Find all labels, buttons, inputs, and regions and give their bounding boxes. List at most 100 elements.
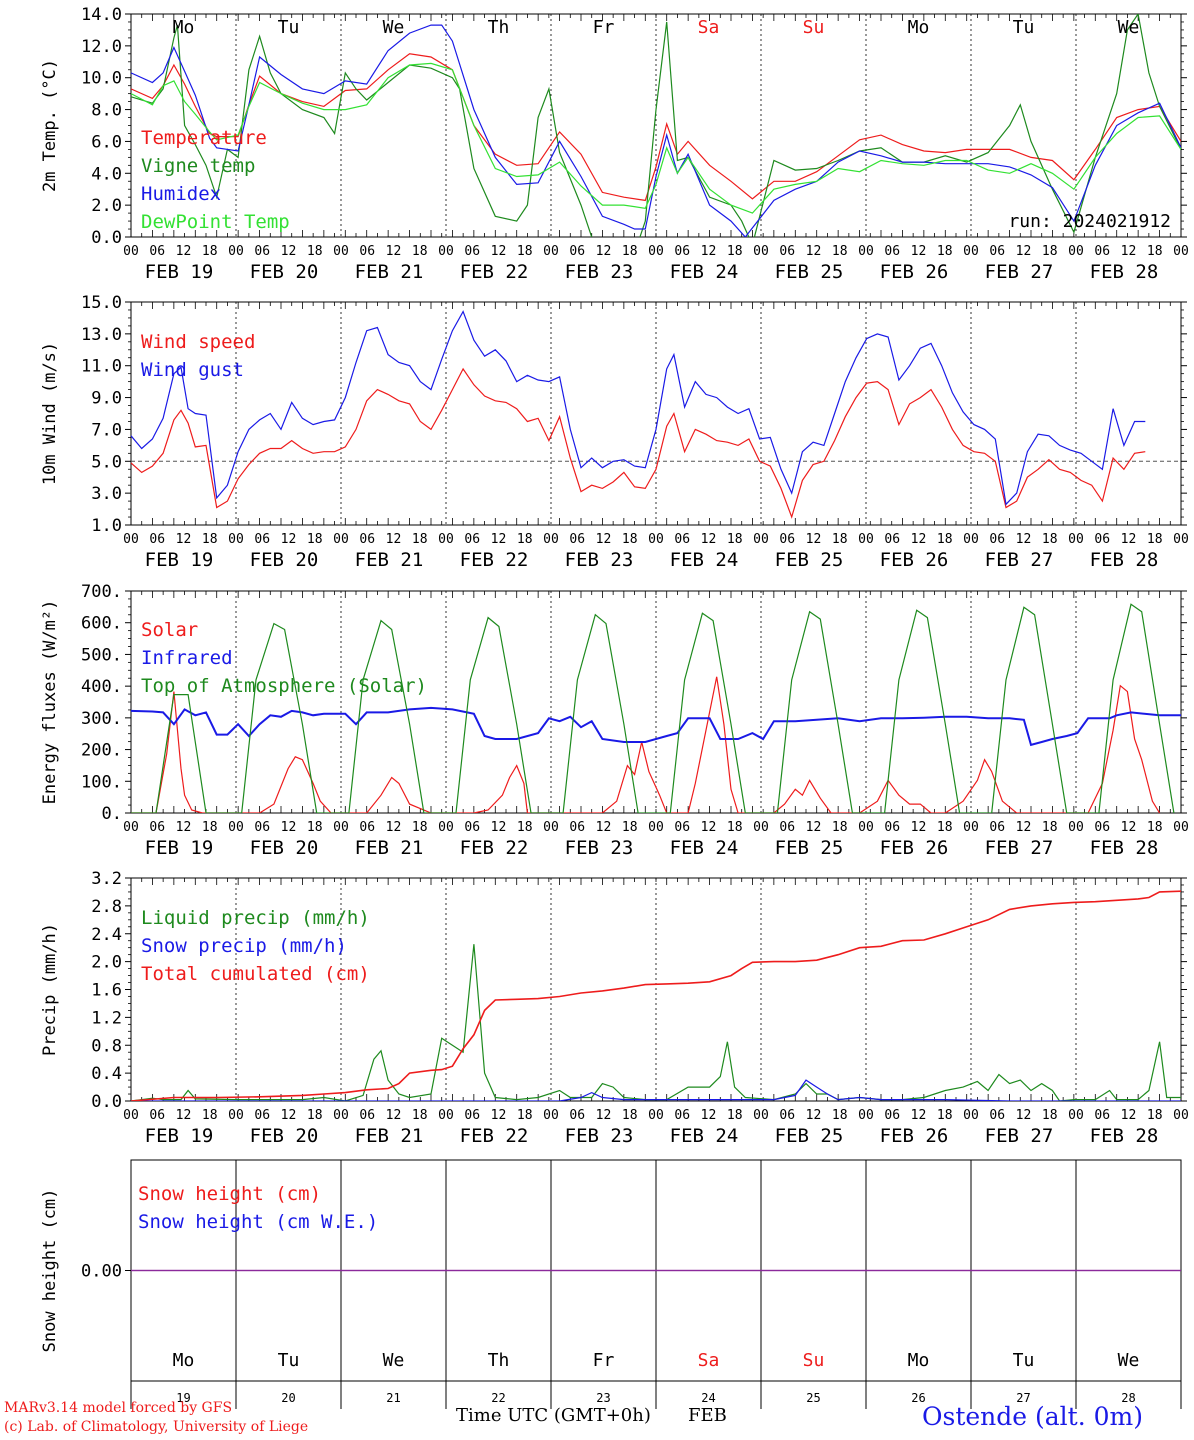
legend-entry: Wind gust <box>141 359 244 381</box>
hour-tick-label: 00 <box>333 820 349 835</box>
hour-tick-label: 12 <box>491 244 507 259</box>
y-tick-label: 5.0 <box>91 452 122 472</box>
weekday-label: Mo <box>908 17 930 38</box>
hour-tick-label: 06 <box>989 244 1005 259</box>
hour-tick-label: 06 <box>149 1108 165 1123</box>
hour-tick-label: 00 <box>1068 532 1084 547</box>
date-label: FEB 26 <box>880 837 949 859</box>
hour-tick-label: 06 <box>149 532 165 547</box>
legend-entry: Temperature <box>141 127 267 149</box>
hour-tick-label: 06 <box>674 820 690 835</box>
hour-tick-label: 06 <box>359 532 375 547</box>
hour-tick-label: 00 <box>963 1108 979 1123</box>
date-label: FEB 20 <box>250 837 319 859</box>
y-tick-label: 11.0 <box>81 357 122 377</box>
hour-tick-label: 18 <box>307 532 323 547</box>
date-label: FEB 21 <box>355 549 424 571</box>
hour-tick-label: 12 <box>806 1108 822 1123</box>
hour-tick-label: 00 <box>1068 820 1084 835</box>
y-tick-label: 500. <box>81 645 122 665</box>
legend-entry: Liquid precip (mm/h) <box>141 907 370 929</box>
legend-entry: Infrared <box>141 647 233 669</box>
hour-tick-label: 18 <box>1147 1108 1163 1123</box>
hour-tick-label: 18 <box>727 244 743 259</box>
date-label: FEB 22 <box>460 1125 529 1147</box>
hour-tick-label: 06 <box>779 244 795 259</box>
y-tick-label: 3.2 <box>91 869 122 889</box>
y-axis-label: Precip (mm/h) <box>40 923 60 1056</box>
series-line <box>131 706 1181 747</box>
y-tick-label: 400. <box>81 677 122 697</box>
hour-tick-label: 06 <box>254 244 270 259</box>
hour-tick-label: 06 <box>1094 820 1110 835</box>
weekday-label: We <box>383 1350 405 1371</box>
series-group <box>131 603 1181 813</box>
hour-tick-label: 00 <box>123 532 139 547</box>
hour-tick-label: 12 <box>701 244 717 259</box>
hour-tick-label: 12 <box>911 244 927 259</box>
hour-tick-label: 06 <box>464 244 480 259</box>
date-label: FEB 23 <box>565 837 634 859</box>
hour-tick-label: 12 <box>701 1108 717 1123</box>
hour-tick-label: 00 <box>1173 820 1189 835</box>
hour-tick-label: 12 <box>491 1108 507 1123</box>
weekday-label: Tu <box>1013 17 1035 38</box>
legend-entry: Top of Atmosphere (Solar) <box>141 675 427 697</box>
date-label: FEB 28 <box>1090 1125 1159 1147</box>
hour-tick-label: 00 <box>753 532 769 547</box>
date-label: FEB 27 <box>985 549 1054 571</box>
hour-tick-label: 06 <box>464 1108 480 1123</box>
y-tick-label: 9.0 <box>91 389 122 409</box>
date-label: FEB 23 <box>565 549 634 571</box>
hour-tick-label: 06 <box>254 532 270 547</box>
hour-tick-label: 06 <box>464 532 480 547</box>
weekday-label: Sa <box>698 17 720 38</box>
hour-tick-label: 18 <box>832 532 848 547</box>
y-tick-label: 10.0 <box>81 69 122 89</box>
y-tick-label: 1.6 <box>91 981 122 1001</box>
hour-tick-label: 18 <box>412 1108 428 1123</box>
y-tick-label: 2.0 <box>91 196 122 216</box>
hour-tick-label: 12 <box>386 532 402 547</box>
hour-tick-label: 12 <box>596 1108 612 1123</box>
weekday-label: Mo <box>173 1350 195 1371</box>
hour-tick-label: 18 <box>517 1108 533 1123</box>
day-number-label: 24 <box>701 1391 715 1405</box>
hour-tick-label: 12 <box>701 820 717 835</box>
hour-tick-label: 06 <box>779 820 795 835</box>
date-label: FEB 20 <box>250 261 319 283</box>
weekday-label: We <box>1118 17 1140 38</box>
date-label: FEB 24 <box>670 1125 739 1147</box>
series-line <box>131 944 1181 1101</box>
y-tick-label: 0.4 <box>91 1064 122 1084</box>
hour-tick-label: 00 <box>648 820 664 835</box>
hour-tick-label: 06 <box>149 244 165 259</box>
y-tick-label: 2.0 <box>91 953 122 973</box>
hour-tick-label: 18 <box>832 244 848 259</box>
hour-tick-label: 06 <box>884 244 900 259</box>
hour-tick-label: 12 <box>596 532 612 547</box>
hour-tick-label: 18 <box>517 244 533 259</box>
day-number-label: 26 <box>911 1391 925 1405</box>
hour-tick-label: 00 <box>1173 1108 1189 1123</box>
weekday-label: We <box>1118 1350 1140 1371</box>
hour-tick-label: 18 <box>622 532 638 547</box>
y-tick-label: 0. <box>102 804 122 824</box>
legend-entry: Vigne temp <box>141 155 255 177</box>
hour-tick-label: 00 <box>438 244 454 259</box>
hour-tick-label: 12 <box>1016 820 1032 835</box>
date-label: FEB 27 <box>985 261 1054 283</box>
weekday-label: Fr <box>593 17 615 38</box>
y-tick-label: 13.0 <box>81 325 122 345</box>
series-line <box>131 53 1181 202</box>
day-number-label: 22 <box>491 1391 505 1405</box>
panel-4: 0.0 0.4 0.8 1.2 1.6 2.0 2.4 2.8 3.2 Precip (mm/h)… <box>40 869 1189 1147</box>
date-label: FEB 26 <box>880 1125 949 1147</box>
hour-tick-label: 00 <box>648 532 664 547</box>
weekday-label: We <box>383 17 405 38</box>
date-label: FEB 21 <box>355 261 424 283</box>
hour-tick-label: 12 <box>281 1108 297 1123</box>
legend-entry: Snow precip (mm/h) <box>141 935 347 957</box>
date-label: FEB 28 <box>1090 837 1159 859</box>
